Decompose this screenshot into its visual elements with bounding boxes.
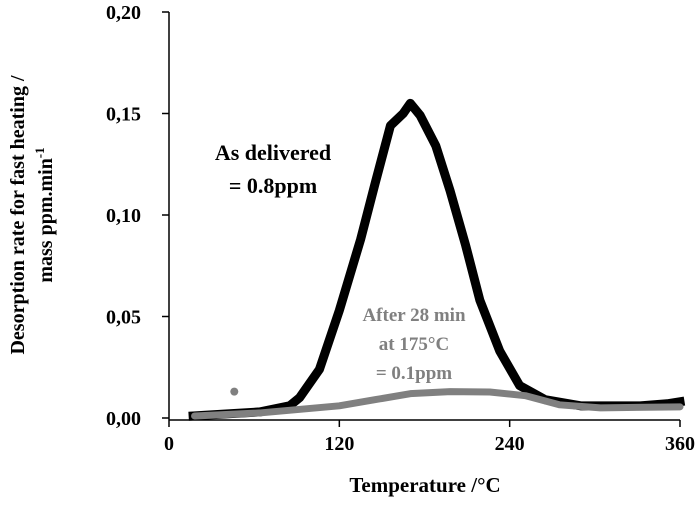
y-axis-label-unit: mass ppm.min [35, 158, 57, 282]
y-tick-label: 0,10 [106, 205, 141, 227]
outlier-point [230, 387, 239, 396]
y-axis-label-sup: -1 [32, 147, 47, 158]
x-tick-label: 0 [164, 433, 174, 455]
x-tick-label: 360 [665, 433, 695, 455]
annotation-after-line1: After 28 min [362, 305, 466, 326]
y-tick-label: 0,20 [106, 2, 141, 24]
y-axis-label-line2: mass ppm.min-1 [32, 147, 57, 282]
x-tick-label: 240 [495, 433, 525, 455]
annotation-as-delivered-line2: = 0.8ppm [229, 173, 317, 198]
series-line-after-28-min [191, 388, 684, 420]
annotation-as-delivered-line1: As delivered [215, 140, 331, 165]
y-tick-label: 0,00 [106, 408, 141, 430]
y-tick-label: 0,05 [106, 307, 141, 329]
y-axis-label-line1: Desorption rate for fast heating / [7, 75, 29, 354]
x-axis-label: Temperature /°C [349, 473, 500, 497]
annotation-after-line2: at 175°C [379, 334, 449, 355]
annotation-after-line3: = 0.1ppm [376, 363, 452, 384]
y-tick-label: 0,15 [106, 104, 141, 126]
x-tick-label: 120 [324, 433, 354, 455]
